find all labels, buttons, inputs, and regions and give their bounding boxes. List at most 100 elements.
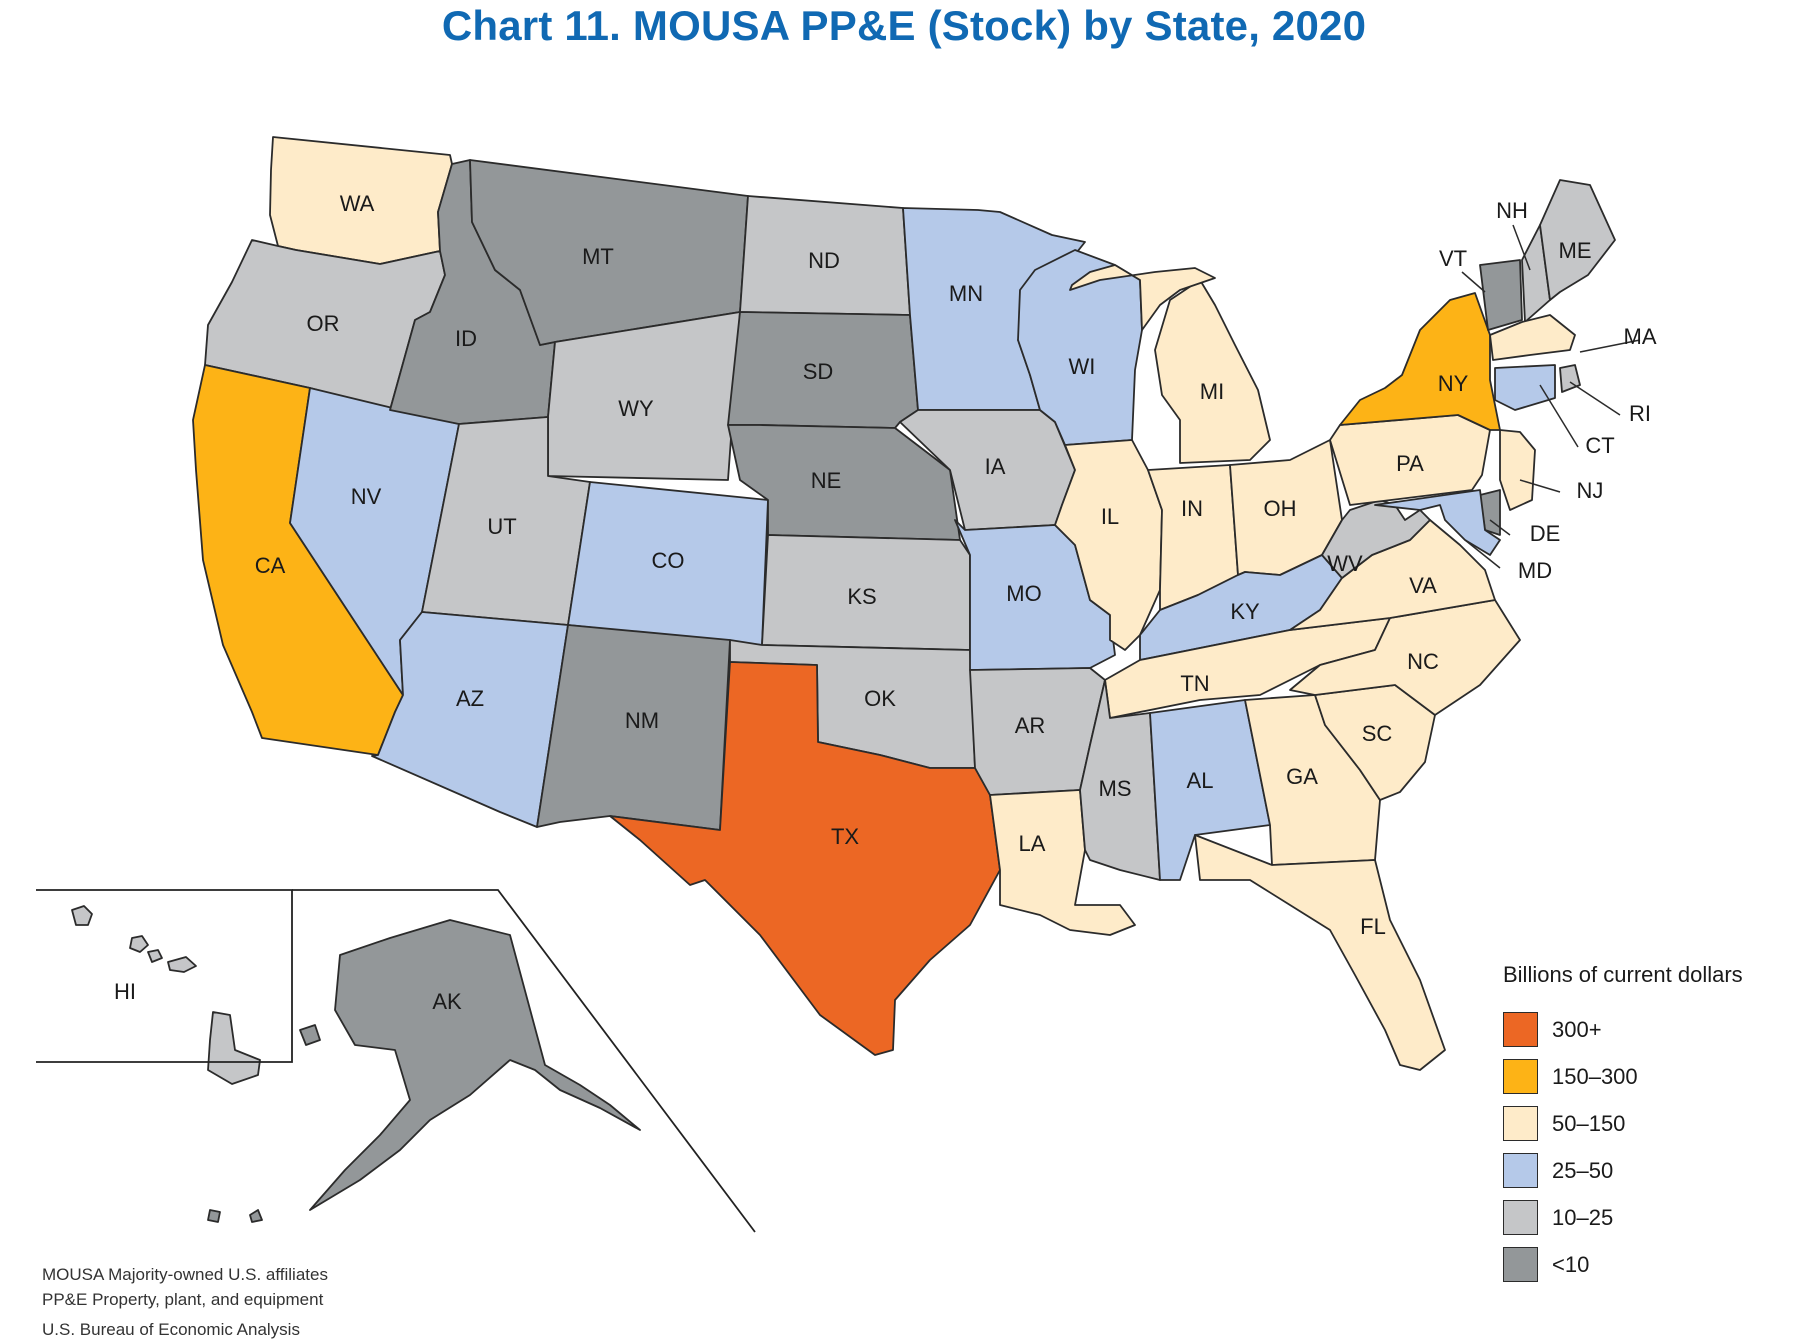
legend-label: 300+ xyxy=(1552,1016,1602,1042)
legend-item: 10–25 xyxy=(1503,1194,1803,1241)
state-label-ks: KS xyxy=(847,584,876,609)
state-tx xyxy=(609,661,1001,1056)
legend-swatch xyxy=(1503,1106,1538,1141)
state-label-or: OR xyxy=(307,311,340,336)
state-ak-part xyxy=(249,1209,263,1223)
state-hi-part xyxy=(71,905,93,926)
state-label-mo: MO xyxy=(1006,581,1041,606)
state-ct xyxy=(1494,364,1556,411)
leader-line xyxy=(1512,224,1531,271)
state-ri xyxy=(1559,364,1581,393)
state-ms xyxy=(1079,679,1161,881)
state-label-md: MD xyxy=(1518,558,1552,583)
state-mi-part xyxy=(1069,264,1216,331)
state-az xyxy=(371,611,569,828)
legend-label: 150–300 xyxy=(1552,1063,1638,1089)
state-label-oh: OH xyxy=(1264,496,1297,521)
state-nc xyxy=(1289,599,1521,716)
state-hi-part xyxy=(147,949,163,963)
state-label-hi: HI xyxy=(114,979,136,1004)
state-wi xyxy=(1017,249,1143,446)
state-label-fl: FL xyxy=(1360,914,1386,939)
state-mi xyxy=(1154,279,1271,464)
state-labels: WA OR CA NV ID MT WY UT AZ CO NM ND SD NE KS OK TX MN IA MO… xyxy=(114,191,1657,1014)
state-label-nv: NV xyxy=(351,484,382,509)
state-label-ok: OK xyxy=(864,686,896,711)
state-ak-part xyxy=(207,1209,221,1223)
leader-line xyxy=(1579,339,1641,353)
legend-label: <10 xyxy=(1552,1251,1590,1277)
state-ny xyxy=(1339,292,1501,431)
state-ak-part xyxy=(299,1024,321,1046)
state-label-ar: AR xyxy=(1015,713,1046,738)
note-ppe: PP&E Property, plant, and equipment xyxy=(42,1290,324,1309)
state-label-ut: UT xyxy=(487,514,516,539)
state-hi-part xyxy=(167,956,197,973)
state-label-nm: NM xyxy=(625,708,659,733)
state-label-al: AL xyxy=(1187,768,1214,793)
leader-line xyxy=(1489,519,1511,536)
state-label-mn: MN xyxy=(949,281,983,306)
legend-item: 300+ xyxy=(1503,1006,1803,1053)
state-label-ne: NE xyxy=(811,468,842,493)
legend-item: 25–50 xyxy=(1503,1147,1803,1194)
state-wy xyxy=(547,311,741,481)
legend: Billions of current dollars 300+ 150–300 5… xyxy=(1503,962,1803,1288)
state-label-wa: WA xyxy=(340,191,375,216)
state-label-az: AZ xyxy=(456,686,484,711)
state-vt xyxy=(1479,259,1523,331)
state-label-pa: PA xyxy=(1396,451,1424,476)
note-mousa: MOUSA Majority-owned U.S. affiliates xyxy=(42,1265,328,1284)
leader-line xyxy=(1569,381,1621,416)
state-label-ms: MS xyxy=(1099,776,1132,801)
state-label-va: VA xyxy=(1409,573,1437,598)
leader-line xyxy=(1461,271,1486,293)
state-label-sc: SC xyxy=(1362,721,1393,746)
state-label-wv: WV xyxy=(1327,551,1363,576)
legend-swatch xyxy=(1503,1200,1538,1235)
state-label-nh: NH xyxy=(1496,198,1528,223)
states-layer xyxy=(192,136,1616,1211)
state-md xyxy=(1374,489,1501,556)
legend-label: 25–50 xyxy=(1552,1157,1614,1183)
state-label-de: DE xyxy=(1530,521,1561,546)
state-label-ia: IA xyxy=(985,454,1006,479)
notes: MOUSA Majority-owned U.S. affiliates PP&… xyxy=(42,1262,328,1312)
state-nj xyxy=(1499,429,1536,511)
legend-item: 150–300 xyxy=(1503,1053,1803,1100)
legend-label: 10–25 xyxy=(1552,1204,1614,1230)
legend-item: <10 xyxy=(1503,1241,1803,1288)
state-label-nj: NJ xyxy=(1577,478,1604,503)
state-label-sd: SD xyxy=(803,359,834,384)
state-label-ca: CA xyxy=(255,553,286,578)
state-label-ky: KY xyxy=(1230,599,1260,624)
state-label-ma: MA xyxy=(1624,324,1657,349)
state-label-nd: ND xyxy=(808,248,840,273)
leader-line xyxy=(1519,479,1561,493)
legend-swatch xyxy=(1503,1153,1538,1188)
leader-line xyxy=(1464,539,1501,569)
state-label-wy: WY xyxy=(618,396,654,421)
state-label-me: ME xyxy=(1559,238,1592,263)
state-label-id: ID xyxy=(455,326,477,351)
state-label-co: CO xyxy=(652,548,685,573)
state-ma xyxy=(1489,314,1576,361)
state-label-ri: RI xyxy=(1629,401,1651,426)
state-label-vt: VT xyxy=(1439,246,1467,271)
state-label-ga: GA xyxy=(1286,764,1318,789)
inset-frame-hi xyxy=(36,889,293,1063)
leader-line xyxy=(1539,384,1579,448)
chart-title: Chart 11. MOUSA PP&E (Stock) by State, 2… xyxy=(441,2,1367,49)
state-hi xyxy=(207,1011,261,1085)
map-extras xyxy=(36,224,1641,1233)
state-label-in: IN xyxy=(1181,496,1203,521)
state-hi-part xyxy=(129,935,149,953)
inset-frame-ak xyxy=(292,889,756,1233)
legend-title: Billions of current dollars xyxy=(1503,962,1743,987)
legend-swatch xyxy=(1503,1247,1538,1282)
state-fl xyxy=(1194,834,1446,1071)
source-note: U.S. Bureau of Economic Analysis xyxy=(42,1320,300,1339)
state-label-il: IL xyxy=(1101,504,1119,529)
state-label-ct: CT xyxy=(1585,433,1614,458)
